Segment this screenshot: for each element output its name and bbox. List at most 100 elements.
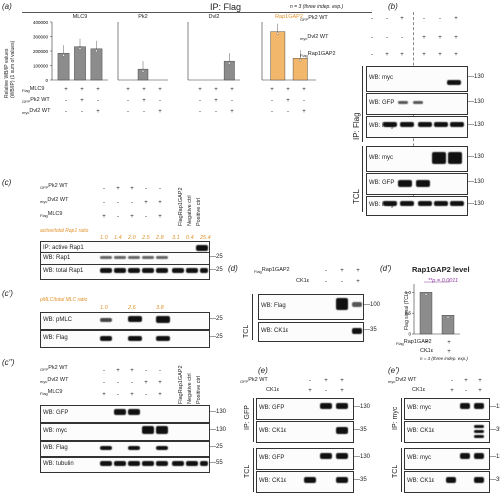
e1-band-2-1 (474, 453, 484, 459)
e-band-2-1 (336, 453, 348, 459)
e-band-0-1 (336, 403, 348, 409)
e1-band-0-1 (474, 403, 484, 409)
c-sign-0-0: - (103, 186, 105, 192)
c2-band-1-1 (156, 426, 168, 434)
b-row-1-main: Pk2 WT (308, 15, 328, 21)
c2-kda-0: —130 (210, 409, 227, 415)
a-sign-g0-1-1: + (142, 98, 146, 104)
c-sign-2-2: + (130, 214, 134, 220)
d-band-1-0 (352, 328, 362, 334)
b-sign-1-2: - (401, 35, 403, 41)
b-band-5-3 (434, 201, 448, 206)
c1-band-1-2 (156, 336, 170, 341)
c2-band-2-2 (156, 446, 168, 450)
e1-row-1: mycDvl2 WT (388, 377, 416, 384)
c2-band-2-0 (100, 446, 112, 450)
c-row-1-prefix: GFP (40, 185, 49, 191)
b-ip-bracket (362, 66, 363, 142)
d-sign-0-0: - (325, 268, 327, 274)
e-sign-1-0: + (308, 388, 312, 394)
b-sign-1-3: + (422, 35, 426, 41)
a-row-1: FlagMLC9 (22, 86, 44, 93)
d-row-2-main: CK1ε (296, 278, 310, 284)
c1-wb-0: WB: pMLC (43, 317, 73, 323)
b-sign-2-4: + (438, 52, 442, 58)
b-band-2-0 (383, 122, 397, 127)
c2-band-1-0 (142, 426, 154, 434)
c2-kda-2: —25 (210, 444, 223, 450)
panel-c1-label: (c') (2, 289, 13, 298)
a-sign-2-1: - (81, 109, 83, 115)
d-band-0-1 (352, 302, 362, 307)
panel-a-note: n = 3 (three indep. exp.) (290, 4, 344, 10)
d1-note: n = 3 (three indep. exp.) (420, 356, 468, 361)
c1-kda-0: —25 (210, 316, 223, 322)
a-ytick-label-3: 100000 (33, 64, 49, 69)
c-band-2-0 (100, 268, 112, 273)
e1-sign-0-2: + (478, 378, 482, 384)
a-sign-g0-2-1: - (143, 109, 145, 115)
d1-ytick-label-2: 0 (408, 332, 411, 337)
d-wb-1: WB: CK1ε (261, 328, 289, 334)
b-band-3-1 (448, 152, 462, 164)
c2-right-label-1: Negative ctrl (187, 373, 193, 404)
a-sign-0-2: + (96, 87, 100, 93)
b-band-2-2 (418, 122, 432, 127)
b-sign-2-3: + (422, 52, 426, 58)
panel-a-chart: 400000 300000 200000 100000 0 MLC9 Pk2 Dvl2 Rap1… (33, 14, 316, 83)
c1-wb-1: WB: Flag (43, 335, 68, 341)
c1-ratio-1: 2.6 (128, 305, 136, 311)
b-kda-1: —130 (468, 99, 485, 105)
panel-a-label: (a) (2, 2, 12, 11)
c2-sign-0-0: - (103, 368, 105, 374)
b-band-2-3 (434, 122, 448, 127)
e1-ip-bracket (401, 398, 402, 442)
b-sign-1-1: - (386, 35, 388, 41)
c1-band-1-0 (100, 336, 112, 341)
e-ip: IP: GFP (244, 405, 251, 430)
d1-row-1: FlagRap1GAP2 (396, 339, 432, 347)
a-subplot-title-1: Pk2 (138, 14, 147, 20)
e1-sign-0-1: + (464, 378, 468, 384)
b-wb-0: WB: myc (369, 75, 393, 81)
e1-band-3-1 (474, 477, 484, 483)
a-sign-g0-2-0: - (127, 109, 129, 115)
e1-kda-0: —130 (490, 404, 500, 410)
d-tcl: TCL (243, 324, 250, 338)
c2-sign-0-1: + (116, 368, 120, 374)
e-row-2: CK1ε (266, 387, 280, 393)
c2-wb-1: WB: myc (43, 428, 67, 434)
d-band-0-0 (336, 298, 348, 310)
c2-row-2-prefix: myc (40, 379, 48, 385)
c-band-2-6 (186, 268, 198, 273)
b-band-0-0 (447, 80, 461, 85)
c2-band-3-1 (114, 461, 126, 466)
b-sign-0-5: + (454, 16, 458, 22)
a-sign-1-0: - (65, 98, 67, 104)
a-row-3: mycDvl2 WT (22, 108, 51, 115)
e1-wb-0: WB: myc (407, 405, 431, 411)
d1-row-1-prefix: Flag (396, 341, 404, 347)
b-band-2-4 (450, 122, 464, 127)
b-kda-4: —130 (468, 179, 485, 185)
c1-blot-1 (40, 330, 210, 348)
d-row-1-main: Rap1GAP2 (261, 267, 290, 273)
e1-wb-2: WB: myc (407, 455, 431, 461)
a-sign-2-2: + (96, 109, 100, 115)
b-sign-1-5: + (454, 35, 458, 41)
c-ratio-0: 1.0 (100, 235, 108, 241)
c1-ratio-0: 1.0 (100, 305, 108, 311)
e1-wb-3: WB: CK1ε (407, 478, 435, 484)
d-kda-0: —100 (364, 302, 381, 308)
c2-sign-2-0: + (102, 392, 106, 398)
b-kda-3: —130 (468, 154, 485, 160)
e1-sign-0-0: - (451, 378, 453, 384)
e-band-2-0 (320, 453, 332, 459)
d-sign-1-0: - (325, 279, 327, 285)
e1-kda-2: —130 (490, 454, 500, 460)
d1-ytick-label-1: 0.5 (405, 311, 412, 316)
a-row-3-main: Dvl2 WT (29, 108, 51, 114)
b-kda-2: —130 (468, 122, 485, 128)
a-pt-0-2 (95, 49, 98, 52)
d-sign-0-2: + (356, 268, 360, 274)
